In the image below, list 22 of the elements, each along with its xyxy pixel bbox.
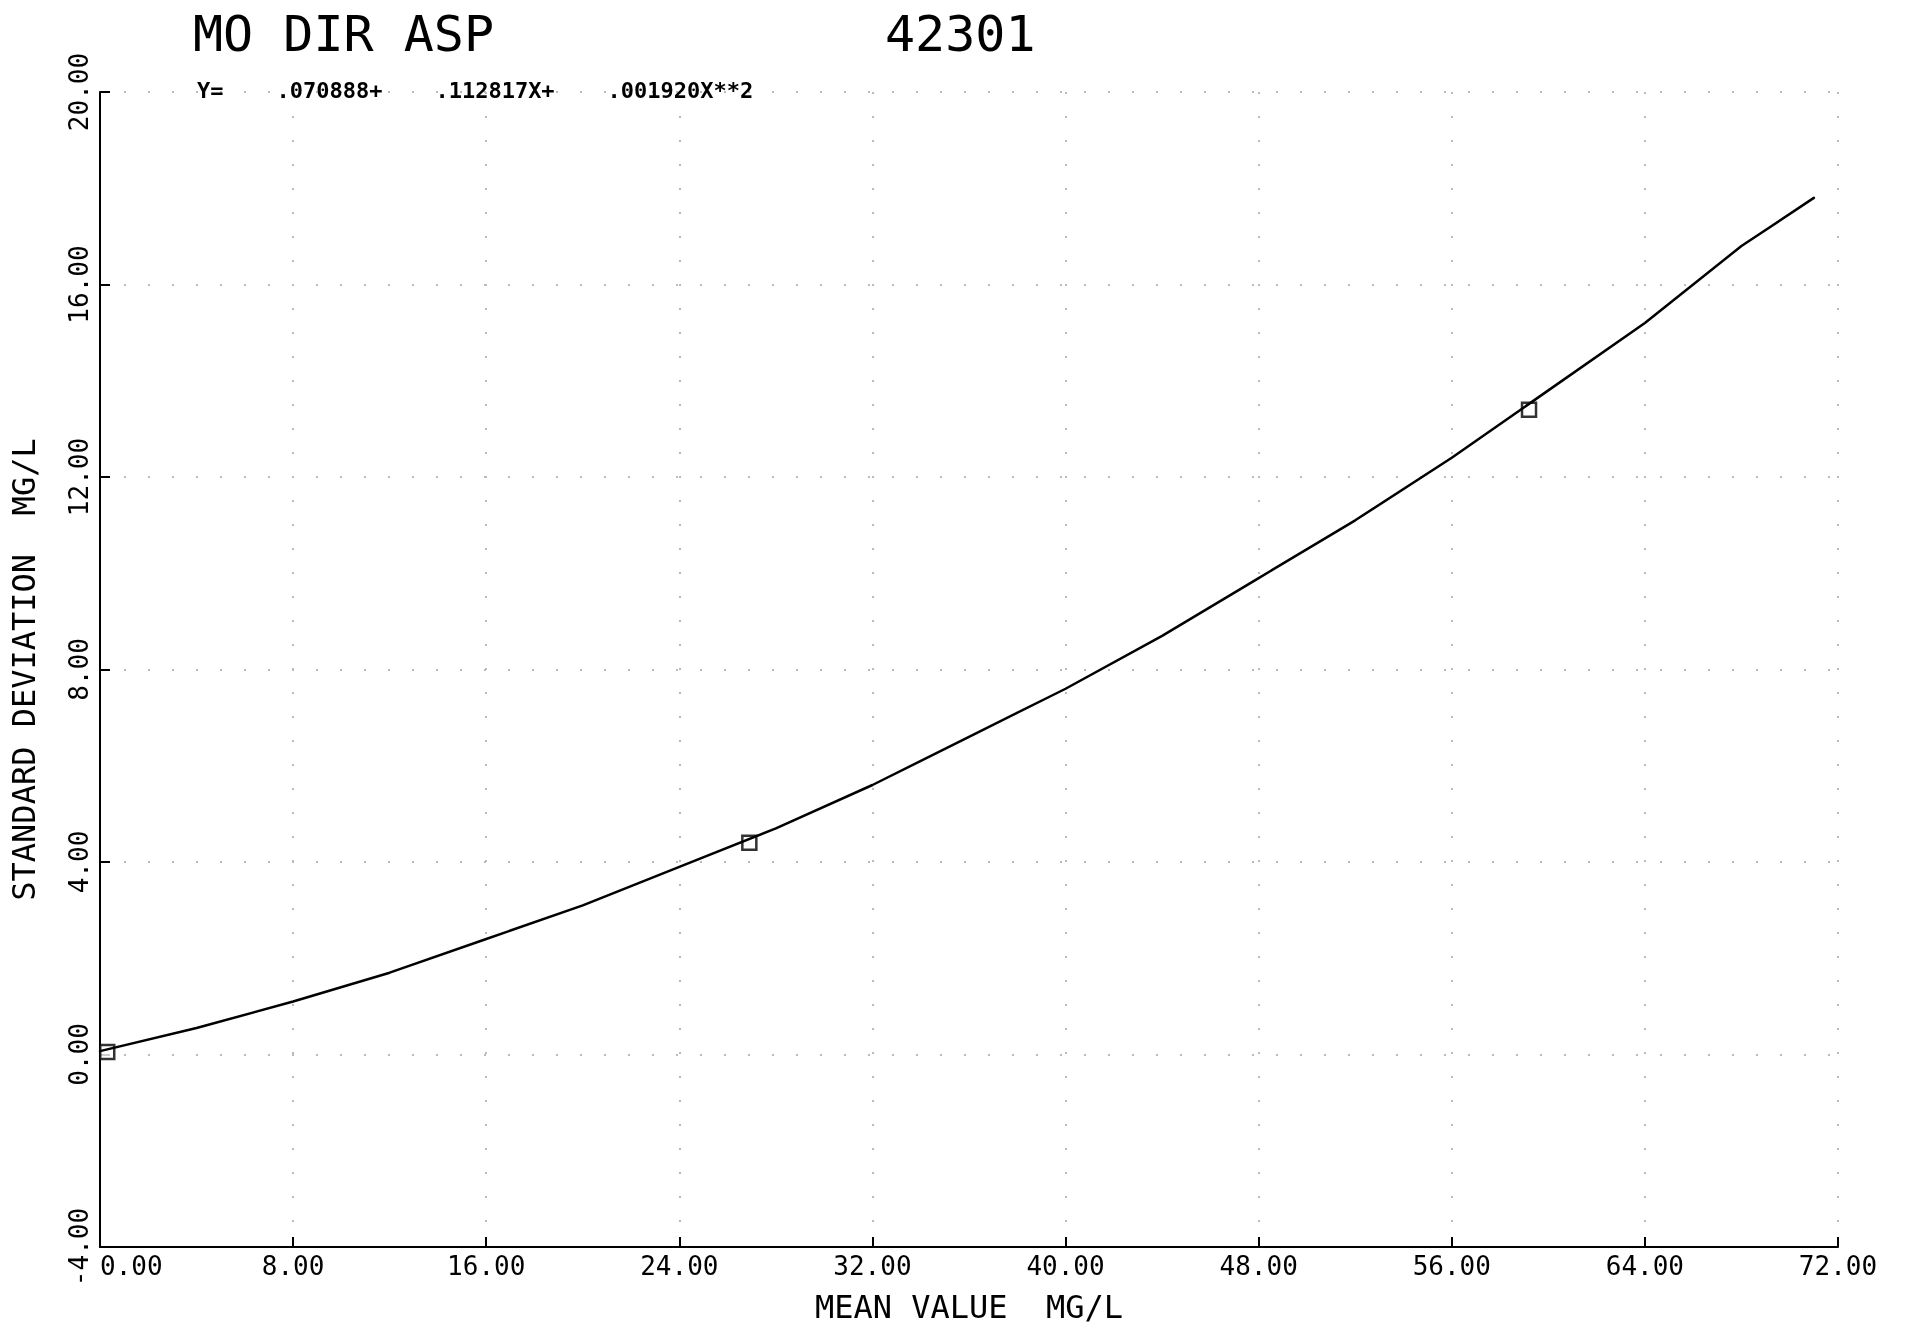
y-axis-title: STANDARD DEVIATION MG/L [5,438,43,901]
x-tick-label: 32.00 [833,1251,912,1281]
y-tick-label: 0.00 [64,1023,94,1086]
x-tick-label: 64.00 [1605,1251,1685,1281]
y-tick-label: 20.00 [64,52,94,132]
y-tick-label: -4.00 [64,1207,94,1287]
y-tick-label: 12.00 [64,437,94,517]
x-tick-label: 48.00 [1219,1251,1298,1281]
x-tick-label: 72.00 [1798,1251,1878,1281]
y-tick-label: 8.00 [64,638,94,701]
y-tick-label: 4.00 [64,830,94,894]
x-tick-label: 56.00 [1412,1251,1491,1281]
chart-title: MO DIR ASP [193,5,495,63]
y-tick-label: 16.00 [64,245,94,324]
chart-subtitle: Y= .070888+ .112817X+ .001920X**2 [197,77,754,103]
x-tick-label: 24.00 [640,1251,719,1281]
text: 42301 [885,5,1036,63]
x-tick-label: 0.00 [100,1251,163,1281]
x-tick-label: 40.00 [1026,1251,1105,1281]
x-axis-title: MEAN VALUE MG/L [814,1288,1124,1326]
x-tick-label: 16.00 [447,1251,526,1281]
x-tick-label: 8.00 [261,1251,325,1281]
